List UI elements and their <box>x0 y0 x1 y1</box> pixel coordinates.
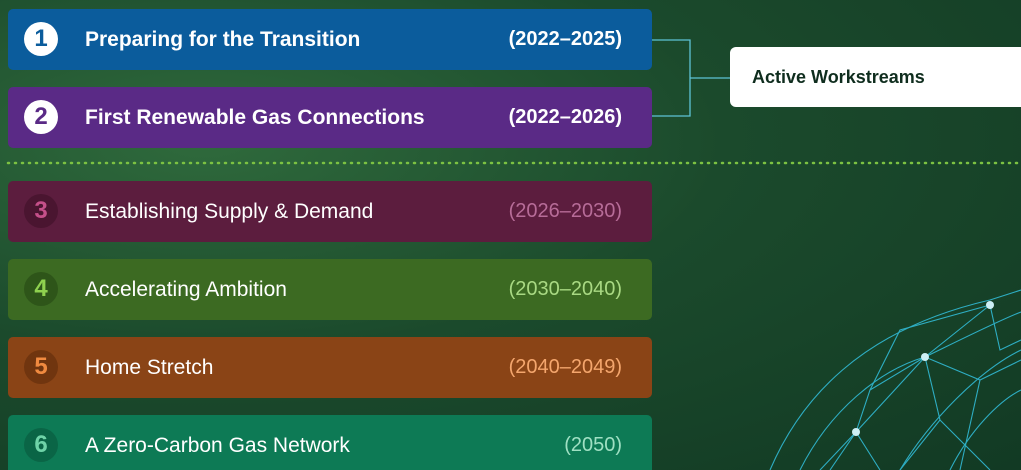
stage-years: (2026–2030) <box>509 181 622 242</box>
label: Active Workstreams <box>730 47 1021 107</box>
stage-row: 2 First Renewable Gas Connections (2022–20… <box>8 87 652 148</box>
stage-row: 1 Preparing for the Transition (2022–2025) <box>8 9 652 70</box>
bracket <box>652 40 730 116</box>
stage-title: First Renewable Gas Connections <box>85 87 425 148</box>
stage-years: (2030–2040) <box>509 259 622 320</box>
stage-years: (2022–2025) <box>509 9 622 70</box>
stage-number: 3 <box>24 194 58 228</box>
stage-number: 5 <box>24 350 58 384</box>
stage-row: 3 Establishing Supply & Demand (2026–2030) <box>8 181 652 242</box>
stage-title: Accelerating Ambition <box>85 259 287 320</box>
stage-row: 5 Home Stretch (2040–2049) <box>8 337 652 398</box>
stage-years: (2050) <box>564 415 622 470</box>
stage-title: Establishing Supply & Demand <box>85 181 373 242</box>
stage-row: 4 Accelerating Ambition (2030–2040) <box>8 259 652 320</box>
stage-years: (2040–2049) <box>509 337 622 398</box>
stage-title: Preparing for the Transition <box>85 9 360 70</box>
stage-title: A Zero-Carbon Gas Network <box>85 415 350 470</box>
stage-number: 6 <box>24 428 58 462</box>
stage-row: 6 A Zero-Carbon Gas Network (2050) <box>8 415 652 470</box>
stage-title: Home Stretch <box>85 337 213 398</box>
stage-number: 1 <box>24 22 58 56</box>
globe <box>770 290 1021 470</box>
stage-number: 4 <box>24 272 58 306</box>
stage-number: 2 <box>24 100 58 134</box>
roadmap: 1 Preparing for the Transition (2022–2025)… <box>0 0 1021 470</box>
stage-years: (2022–2026) <box>509 87 622 148</box>
